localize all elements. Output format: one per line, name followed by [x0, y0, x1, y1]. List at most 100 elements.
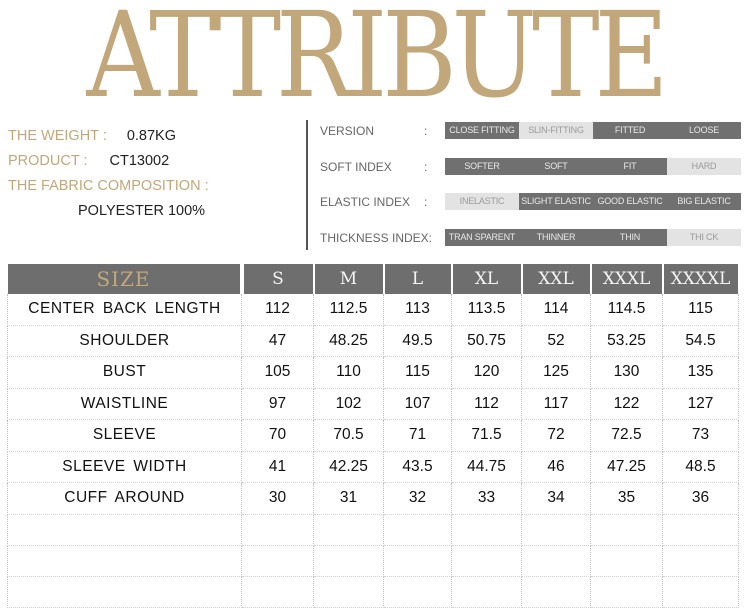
measurement-value: 112: [241, 294, 314, 326]
attribute-scale: INELASTIC SLIGHT ELASTIC GOOD ELASTIC BIG E…: [445, 193, 741, 210]
size-header-xxxxl: XXXXL: [662, 264, 740, 294]
empty-cell: [313, 545, 384, 577]
empty-row: [7, 576, 739, 608]
measurement-value: 47: [241, 325, 314, 357]
size-header-row: SIZE S M L XL XXL XXXL XXXXL: [7, 264, 740, 294]
weight-value: 0.87KG: [126, 128, 176, 144]
measurement-value: 53.25: [590, 325, 663, 357]
scale-option: THI CK: [667, 228, 741, 246]
measurement-label: SLEEVE: [7, 419, 242, 452]
measurement-value: 114.5: [590, 294, 663, 326]
measurement-value: 113: [383, 294, 452, 326]
empty-cell: [662, 545, 739, 577]
size-header-label: SIZE: [7, 264, 244, 294]
empty-cell: [313, 514, 384, 546]
measurement-value: 120: [451, 356, 522, 389]
attribute-label: THICKNESS INDEX:: [320, 230, 433, 245]
measurement-value: 44.75: [451, 451, 522, 483]
product-value: CT13002: [109, 153, 170, 169]
attribute-colon: :: [424, 195, 428, 209]
empty-row: [7, 514, 739, 546]
empty-cell: [383, 545, 452, 577]
scale-option: THIN: [593, 228, 667, 246]
attribute-scale: TRAN SPARENT THINNER THIN THI CK: [445, 228, 741, 246]
scale-option: SOFT: [519, 157, 593, 175]
measurement-value: 36: [662, 482, 739, 515]
fabric-value: POLYESTER 100%: [78, 203, 206, 219]
measurement-value: 107: [383, 388, 452, 420]
measurement-label: BUST: [7, 356, 242, 389]
measurement-value: 32: [383, 482, 452, 515]
measurement-label: CENTER BACK LENGTH: [7, 294, 242, 326]
measurement-value: 112: [451, 388, 522, 420]
scale-option: THINNER: [519, 228, 593, 246]
empty-cell: [662, 514, 739, 546]
measurement-value: 35: [590, 482, 663, 515]
attribute-row: SOFT INDEX: SOFTER SOFT FIT HARD: [320, 156, 745, 192]
measurement-label: WAISTLINE: [7, 388, 242, 420]
size-header-xxl: XXL: [521, 264, 592, 294]
measurement-value: 48.5: [662, 451, 739, 483]
measurement-value: 110: [313, 356, 384, 389]
empty-cell: [521, 576, 591, 608]
measurement-value: 70: [241, 419, 314, 452]
measurement-value: 114: [521, 294, 591, 326]
vertical-divider: [306, 120, 308, 250]
measurement-value: 122: [590, 388, 663, 420]
empty-cell: [241, 545, 314, 577]
empty-cell: [521, 545, 591, 577]
empty-cell: [662, 576, 739, 608]
measurement-value: 73: [662, 419, 739, 452]
attribute-label: ELASTIC INDEX: [320, 195, 411, 209]
measurement-value: 135: [662, 356, 739, 389]
measurement-value: 102: [313, 388, 384, 420]
measurement-value: 71: [383, 419, 452, 452]
measurement-value: 115: [662, 294, 739, 326]
size-header-s: S: [241, 264, 315, 294]
scale-option: GOOD ELASTIC: [593, 193, 667, 210]
empty-cell: [451, 576, 522, 608]
measurement-value: 47.25: [590, 451, 663, 483]
measurement-value: 72.5: [590, 419, 663, 452]
measurement-value: 34: [521, 482, 591, 515]
attribute-title: ATTRIBUTE: [86, 0, 669, 124]
scale-option: CLOSE FITTING: [445, 122, 519, 139]
table-row: CENTER BACK LENGTH 112 112.5 113 113.5 114 114…: [7, 294, 739, 326]
measurement-value: 130: [590, 356, 663, 389]
weight-row: THE WEIGHT : 0.87KG: [8, 124, 298, 149]
weight-label: THE WEIGHT :: [8, 128, 107, 144]
measurement-value: 115: [383, 356, 452, 389]
empty-cell: [590, 576, 663, 608]
measurement-value: 125: [521, 356, 591, 389]
empty-cell: [451, 514, 522, 546]
empty-cell: [451, 545, 522, 577]
attribute-scales: VERSION: CLOSE FITTING SLIN-FITTING FITTED L…: [320, 120, 745, 262]
product-info: THE WEIGHT : 0.87KG PRODUCT : CT13002 THE …: [8, 124, 298, 224]
measurement-value: 127: [662, 388, 739, 420]
measurement-label: SHOULDER: [7, 325, 242, 357]
attribute-colon: :: [424, 124, 428, 138]
measurement-value: 33: [451, 482, 522, 515]
scale-option: SOFTER: [445, 157, 519, 175]
measurement-value: 70.5: [313, 419, 384, 452]
measurement-value: 30: [241, 482, 314, 515]
scale-option: SLIN-FITTING: [519, 122, 593, 139]
attribute-row: THICKNESS INDEX: TRAN SPARENT THINNER THIN T…: [320, 227, 745, 263]
fabric-label: THE FABRIC COMPOSITION :: [8, 178, 209, 194]
scale-option: TRAN SPARENT: [445, 228, 519, 246]
table-row: CUFF AROUND 30 31 32 33 34 35 36: [7, 482, 739, 515]
attribute-row: ELASTIC INDEX: INELASTIC SLIGHT ELASTIC GOO…: [320, 191, 745, 227]
measurement-value: 117: [521, 388, 591, 420]
size-table-body: CENTER BACK LENGTH 112 112.5 113 113.5 114 114…: [7, 294, 739, 608]
empty-cell: [7, 545, 242, 577]
size-header-l: L: [383, 264, 453, 294]
measurement-label: SLEEVE WIDTH: [7, 451, 242, 483]
attribute-label: VERSION: [320, 124, 375, 138]
empty-cell: [7, 514, 242, 546]
measurement-value: 31: [313, 482, 384, 515]
empty-cell: [590, 545, 663, 577]
scale-option: FIT: [593, 157, 667, 175]
measurement-value: 48.25: [313, 325, 384, 357]
empty-cell: [241, 514, 314, 546]
scale-option: LOOSE: [667, 122, 741, 139]
